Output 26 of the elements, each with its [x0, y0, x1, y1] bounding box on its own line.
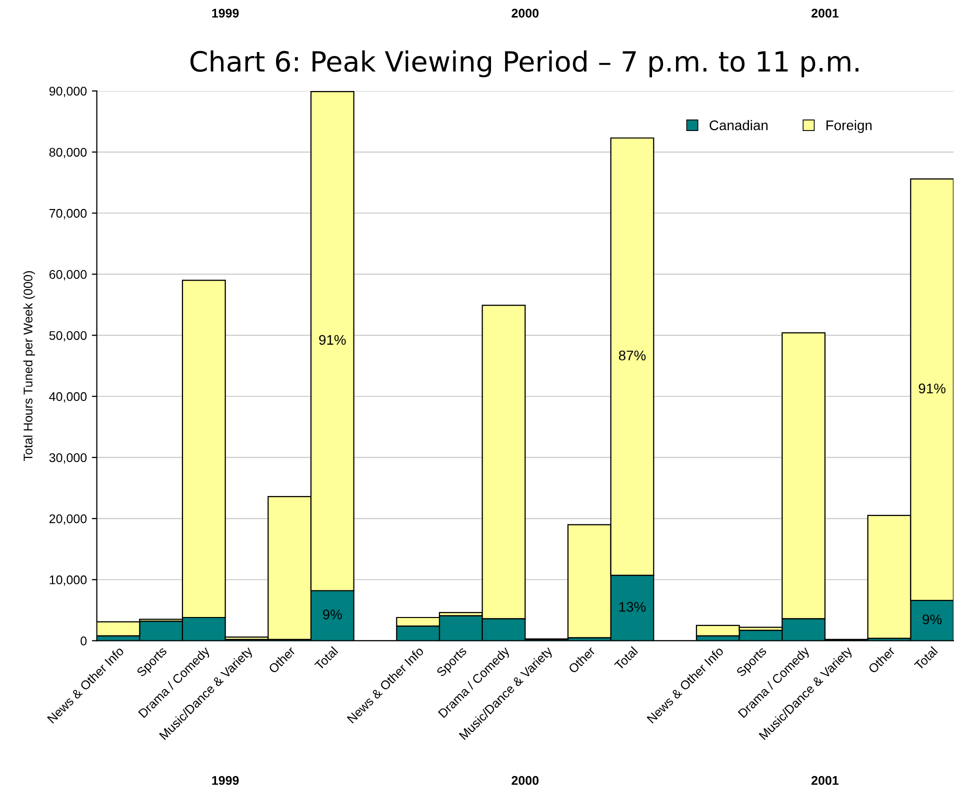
y-tick-label: 10,000 — [50, 575, 87, 586]
annotation: 87% — [618, 350, 646, 360]
text: 1999 — [212, 776, 239, 785]
chart-title: Chart 6: Peak Viewing Period – 7 p.m. to 11 p.m. — [190, 50, 858, 78]
text: 2001 — [812, 8, 839, 18]
annotation: 13% — [619, 602, 646, 612]
y-tick-label: 80,000 — [49, 148, 87, 158]
text: 2000 — [512, 776, 539, 785]
y-tick-label: 60,000 — [49, 270, 87, 280]
y-tick-label: 90,000 — [49, 86, 87, 98]
y-tick-label: 50,000 — [49, 331, 87, 342]
annotation: 9% — [922, 614, 942, 624]
y-axis-title: Total Hours Tuned per Week (000) — [23, 271, 35, 461]
y-tick-label: 30,000 — [49, 453, 87, 464]
text: 2000 — [512, 8, 539, 18]
y-tick-label: 70,000 — [49, 208, 87, 220]
text: 2001 — [812, 776, 839, 785]
y-tick-label: 0 — [80, 636, 87, 646]
annotation: 9% — [323, 610, 342, 620]
annotation: 91% — [319, 334, 346, 345]
y-tick-label: 20,000 — [49, 514, 87, 525]
annotation: 91% — [918, 384, 946, 394]
y-tick-label: 40,000 — [49, 392, 87, 403]
text: 1999 — [212, 8, 239, 18]
legend-label: Canadian — [710, 120, 768, 130]
legend-label: Foreign — [826, 120, 872, 133]
